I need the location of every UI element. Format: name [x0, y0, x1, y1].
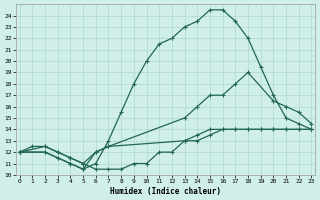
- X-axis label: Humidex (Indice chaleur): Humidex (Indice chaleur): [110, 187, 221, 196]
